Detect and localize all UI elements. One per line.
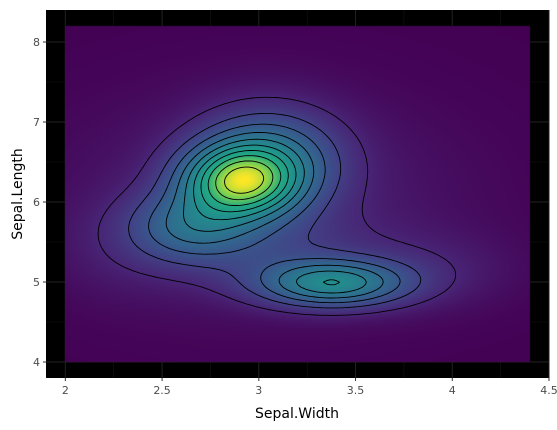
x-tick-label: 3 bbox=[255, 384, 262, 397]
contour-lines bbox=[97, 96, 457, 316]
contour-line bbox=[148, 123, 401, 304]
contour-line bbox=[207, 155, 282, 206]
y-tick-label: 5 bbox=[33, 276, 40, 289]
contour-line bbox=[183, 138, 367, 294]
y-tick-label: 8 bbox=[33, 36, 40, 49]
x-tick-label: 3.5 bbox=[347, 384, 365, 397]
contour-line bbox=[128, 112, 422, 309]
y-tick-label: 7 bbox=[33, 116, 40, 129]
y-tick-label: 4 bbox=[33, 356, 40, 369]
x-axis: 2 2.5 3 3.5 4 4.5 bbox=[62, 378, 557, 397]
contour-line bbox=[165, 132, 384, 299]
x-tick-label: 4.5 bbox=[540, 384, 557, 397]
density-fill bbox=[46, 10, 549, 378]
x-tick-label: 2 bbox=[62, 384, 69, 397]
contour-line bbox=[193, 144, 340, 286]
contour-line bbox=[97, 96, 457, 316]
y-axis: 4 5 6 7 8 bbox=[33, 36, 46, 369]
contour-line bbox=[200, 150, 289, 213]
contour-line bbox=[224, 166, 265, 194]
y-tick-label: 6 bbox=[33, 196, 40, 209]
contour-line bbox=[215, 160, 274, 201]
x-tick-label: 4 bbox=[449, 384, 456, 397]
x-axis-title: Sepal.Width bbox=[255, 406, 339, 422]
x-tick-label: 2.5 bbox=[153, 384, 171, 397]
y-axis-title: Sepal.Length bbox=[10, 148, 26, 240]
